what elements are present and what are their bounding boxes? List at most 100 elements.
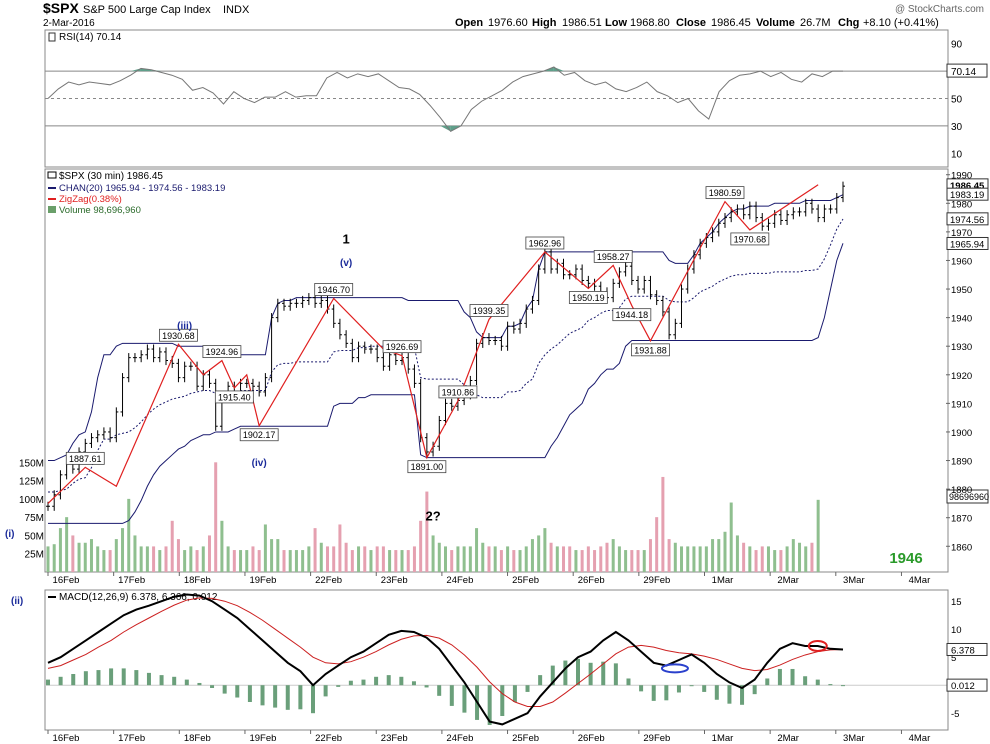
volume-bar [487,546,491,572]
chg-value: +8.10 (+0.41%) [863,17,939,29]
macd-histogram-bar [626,678,631,686]
rsi-chart: 907050301070.14 [45,40,988,160]
volume-bar [369,550,373,572]
macd-x-label: 23Feb [381,733,408,744]
volume-bar [574,550,578,572]
rsi-title: RSI(14) 70.14 [59,32,122,43]
price-tick-label: 1980 [951,199,972,210]
macd-histogram-bar [424,685,429,688]
volume-bar [481,542,485,572]
volume-bar [363,546,367,572]
index-name: S&P 500 Large Cap Index [83,4,211,16]
macd-histogram-bar [651,685,656,701]
macd-x-label: 18Feb [184,733,211,744]
macd-histogram-bar [487,685,492,725]
price-label: 1980.59 [709,188,742,198]
volume-label: Volume [756,17,795,29]
high-value: 1986.51 [562,17,602,29]
volume-bar [325,546,329,572]
volume-bar [555,546,559,572]
macd-histogram-bar [386,675,391,686]
macd-histogram-bar [841,685,845,687]
volume-bar [754,550,758,572]
volume-bar [723,531,727,572]
volume-bar [499,550,503,572]
price-label: 1930.68 [162,331,195,341]
macd-histogram-bar [121,668,126,686]
macd-histogram-bar [437,685,442,696]
macd-histogram-bar [210,685,215,688]
volume-bar [624,550,628,572]
volume-bar [630,550,634,572]
volume-bar [158,550,162,572]
volume-bar [717,539,721,572]
volume-bar [201,546,205,572]
price-x-label: 1Mar [712,575,734,586]
macd-histogram-bar [399,676,404,686]
macd-histogram-bar [361,679,366,686]
volume-bar [214,462,218,572]
macd-histogram-bar [348,680,353,686]
volume-bar [611,539,615,572]
volume-bar [263,524,267,572]
price-tick-label: 1860 [951,542,972,553]
macd-histogram-bar [222,685,227,694]
rsi-overbought-fill [553,66,565,72]
macd-histogram-bar [727,685,732,704]
price-tick-label: 1870 [951,514,972,525]
price-legend: $SPX (30 min) 1986.45 CHAN(20) 1965.94 -… [47,171,225,216]
volume-bar [450,550,454,572]
volume-bar [686,546,690,572]
volume-bar [406,550,410,572]
macd-tick-label: 15 [951,597,962,608]
volume-bar [52,544,56,572]
volume-bar [549,542,553,572]
price-x-label: 25Feb [512,575,539,586]
price-label: 1910.86 [442,387,475,397]
wave-label: 2? [425,509,440,524]
volume-bar [319,542,323,572]
macd-histogram-bar [563,660,568,686]
rsi-last-value-box [946,63,988,78]
macd-title: MACD(12,26,9) 6.378, 6.366, 0.012 [59,592,218,603]
macd-histogram-bar [285,685,290,710]
volume-bar [71,535,75,572]
macd-histogram-bar [449,685,454,706]
volume-bar [89,539,93,572]
volume-bar [145,546,149,572]
volume-bar [760,546,764,572]
volume-bar [375,546,379,572]
volume-tick-label: 25M [25,550,44,561]
macd-x-label: 1Mar [712,733,734,744]
macd-histogram-bar [46,679,50,686]
macd-x-label: 17Feb [118,733,145,744]
volume-bar [648,539,652,572]
exchange: INDX [223,4,250,16]
volume-bar [388,550,392,572]
rsi-legend-icon [48,32,56,42]
macd-histogram-bar [702,685,707,692]
volume-bar [735,535,739,572]
macd-x-label: 25Feb [512,733,539,744]
price-x-label: 29Feb [643,575,670,586]
price-panel [44,168,949,573]
volume-bar [276,539,280,572]
macd-histogram-bar [323,685,328,697]
price-tick-label: 1930 [951,342,972,353]
volume-bar [444,546,447,572]
macd-histogram-bar [146,672,151,686]
x-axes: 16Feb 16Feb 17Feb 17Feb 18Feb 18Feb 19Feb 19Feb… [47,572,930,744]
volume-bar [83,542,87,572]
volume-bar [96,546,100,572]
volume-bar [804,546,808,572]
price-label: 1939.35 [473,306,506,316]
volume-bar [121,528,125,572]
volume-bar [270,539,274,572]
volume-bar [381,546,385,572]
volume-bar [301,550,305,572]
volume-bar [282,550,286,572]
macd-histogram-bar [601,661,606,686]
volume-bar [245,550,249,572]
copyright: @ StockCharts.com [895,4,984,15]
volume-legend-icon [48,206,56,213]
